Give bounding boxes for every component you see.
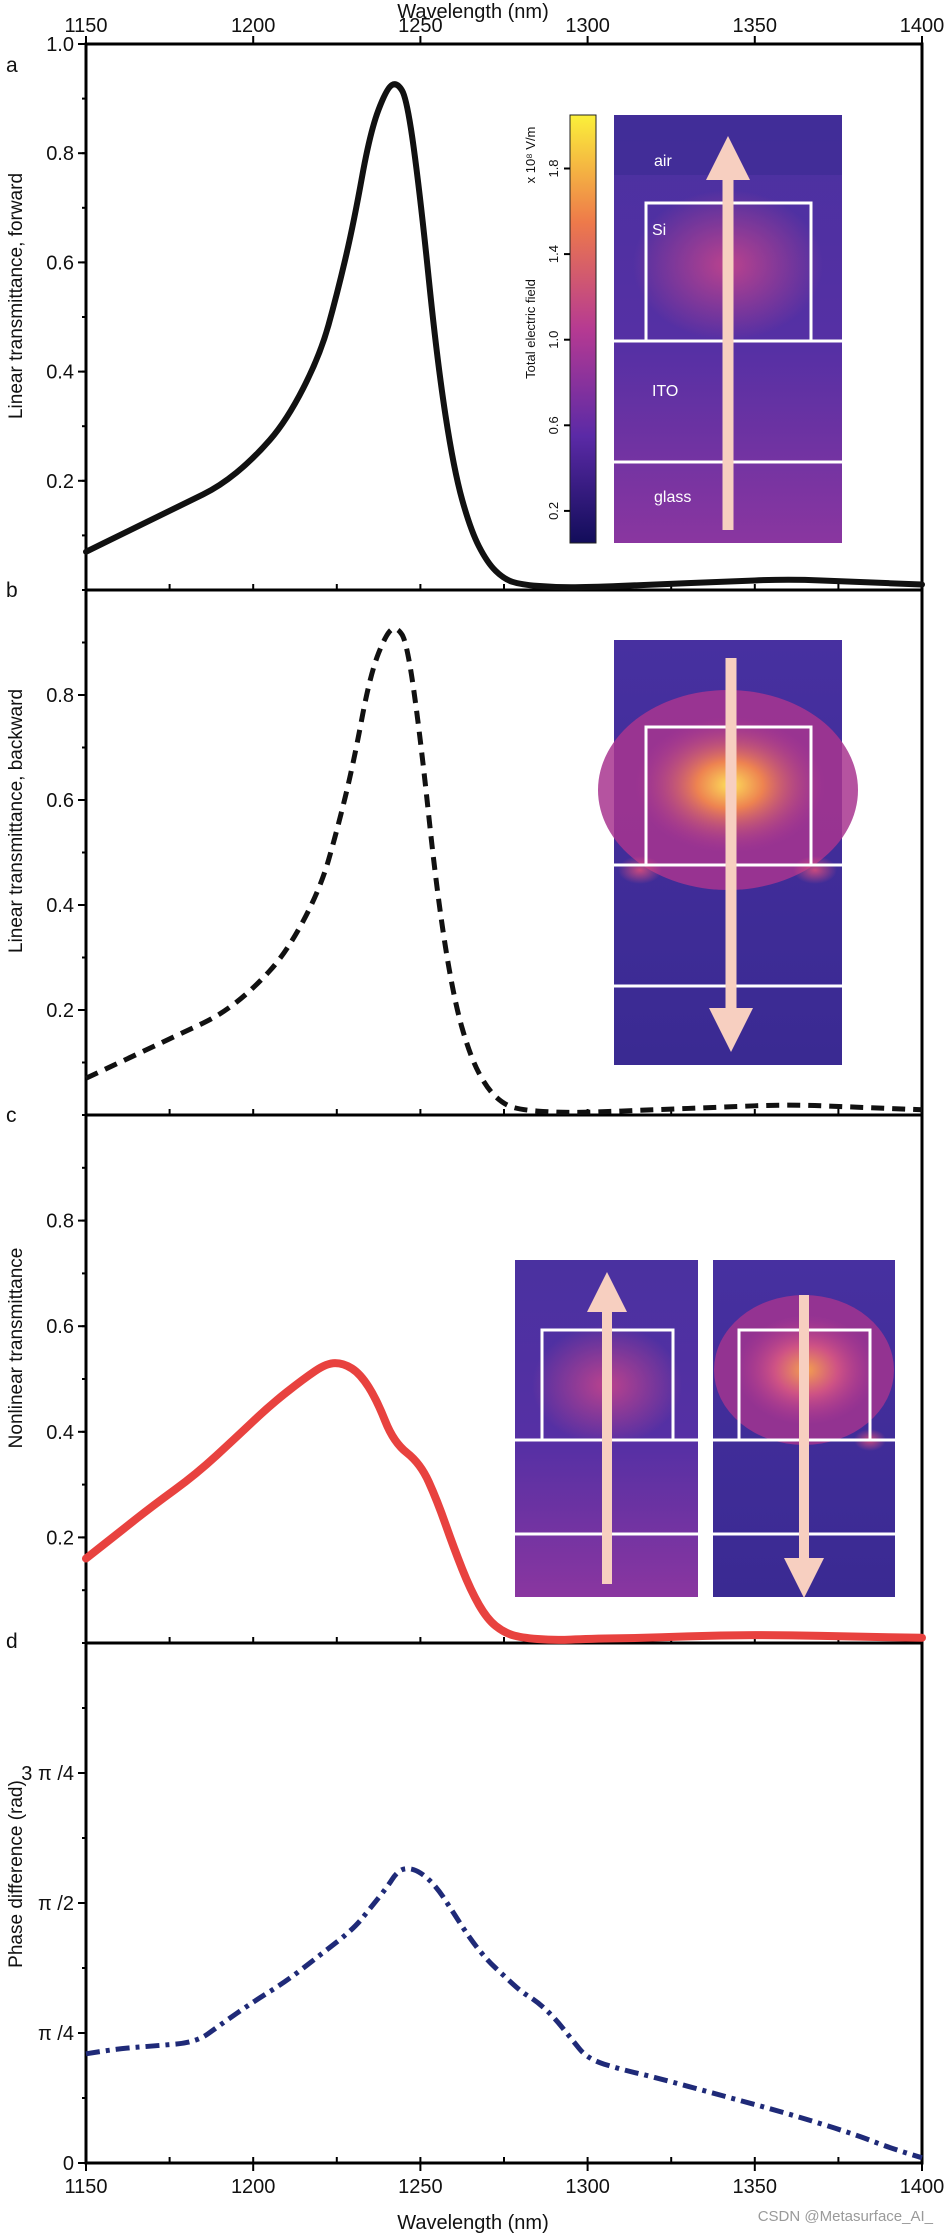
bottom-x-ticks: 1150 1200 1250 1300 1350 1400: [64, 2163, 944, 2198]
x-tick-label-bottom: 1200: [231, 2176, 276, 2198]
y-tick-label: 0.4: [46, 895, 74, 917]
y-tick-label: 0.8: [46, 143, 74, 165]
field-map-inset-a: Total electric field x 10⁸ V/m 0.2 0.6 1.0…: [523, 114, 842, 544]
axes-frame-d: [84, 1641, 924, 2165]
x-tick-label-top: 1300: [565, 15, 610, 37]
panel-d: d Phase difference (rad) 0 π /4 π /2 3 π /4: [6, 1630, 86, 2175]
colorbar-tick-label: 1.4: [546, 245, 561, 263]
y-tick-label: 3 π /4: [21, 1763, 74, 1785]
y-tick-label: 0.6: [46, 1316, 74, 1338]
x-tick-label-top: 1350: [733, 15, 778, 37]
panel-letter: b: [6, 579, 18, 602]
x-tick-label-top: 1400: [900, 15, 945, 37]
colorbar-tick-label: 1.8: [546, 159, 561, 177]
edge-hotspot-right: [793, 856, 837, 884]
colorbar: [569, 114, 597, 544]
x-tick-label-top: 1250: [398, 15, 443, 37]
panel-b: b Linear transmittance, backward 0.2 0.4 0…: [6, 579, 86, 1064]
colorbar-tick-label: 0.2: [546, 502, 561, 520]
x-tick-label-bottom: 1400: [900, 2176, 945, 2198]
y-tick-label: 0.6: [46, 252, 74, 274]
y-tick-label: π /4: [38, 2023, 74, 2045]
y-tick-label: 1.0: [46, 34, 74, 56]
series-line-d: [85, 1866, 923, 2161]
colorbar-title: Total electric field: [523, 279, 538, 379]
y-tick-label: 0.2: [46, 471, 74, 493]
y-axis-label: Linear transmittance, forward: [6, 173, 27, 419]
series-line-b: [84, 626, 923, 1115]
y-tick-label: 0.8: [46, 1211, 74, 1233]
colorbar-tick-label: 0.6: [546, 416, 561, 434]
y-tick-label: 0.2: [46, 1527, 74, 1549]
x-tick-label-bottom: 1250: [398, 2176, 443, 2198]
bottom-x-axis-label: Wavelength (nm): [397, 2212, 549, 2234]
x-tick-label-top: 1150: [64, 15, 107, 37]
colorbar-unit: x 10⁸ V/m: [523, 127, 538, 184]
watermark: CSDN @Metasurface_AI_: [757, 2208, 933, 2225]
x-tick-label-top: 1200: [231, 15, 276, 37]
y-tick-label: 0.2: [46, 1000, 74, 1022]
series-line-a: [83, 81, 925, 591]
series-line-c: [82, 1359, 926, 1644]
colorbar-tick-label: 1.0: [546, 331, 561, 349]
field-map-insets-c: [515, 1260, 895, 1598]
y-axis-label: Nonlinear transmittance: [6, 1248, 27, 1449]
y-tick-label: 0.8: [46, 685, 74, 707]
y-tick-label: 0.4: [46, 362, 74, 384]
y-tick-label: 0: [63, 2153, 74, 2175]
panel-letter: d: [6, 1630, 18, 1653]
colorbar-ticks: 0.2 0.6 1.0 1.4 1.8: [546, 159, 570, 520]
x-tick-label-bottom: 1150: [64, 2176, 107, 2198]
y-tick-label: π /2: [38, 1893, 74, 1915]
field-map-inset-b: [598, 640, 858, 1065]
x-tick-label-bottom: 1300: [565, 2176, 610, 2198]
edge-hotspot-left: [618, 856, 662, 884]
panel-c: c Nonlinear transmittance 0.2 0.4 0.6 0.8: [6, 1104, 86, 1592]
panel-a: a Linear transmittance, forward 0.2 0.4 0.…: [6, 34, 86, 537]
panel-letter: c: [6, 1104, 17, 1127]
layer-label-air: air: [654, 153, 672, 170]
top-x-axis-label: Wavelength (nm): [397, 1, 549, 23]
y-axis-label: Phase difference (rad): [6, 1780, 27, 1968]
layer-label-si: Si: [652, 222, 666, 239]
x-tick-label-bottom: 1350: [733, 2176, 778, 2198]
y-axis-label: Linear transmittance, backward: [6, 689, 27, 953]
panel-letter: a: [6, 54, 18, 77]
layer-label-glass: glass: [654, 489, 691, 506]
y-tick-label: 0.6: [46, 790, 74, 812]
layer-label-ito: ITO: [652, 383, 678, 400]
y-tick-label: 0.4: [46, 1422, 74, 1444]
